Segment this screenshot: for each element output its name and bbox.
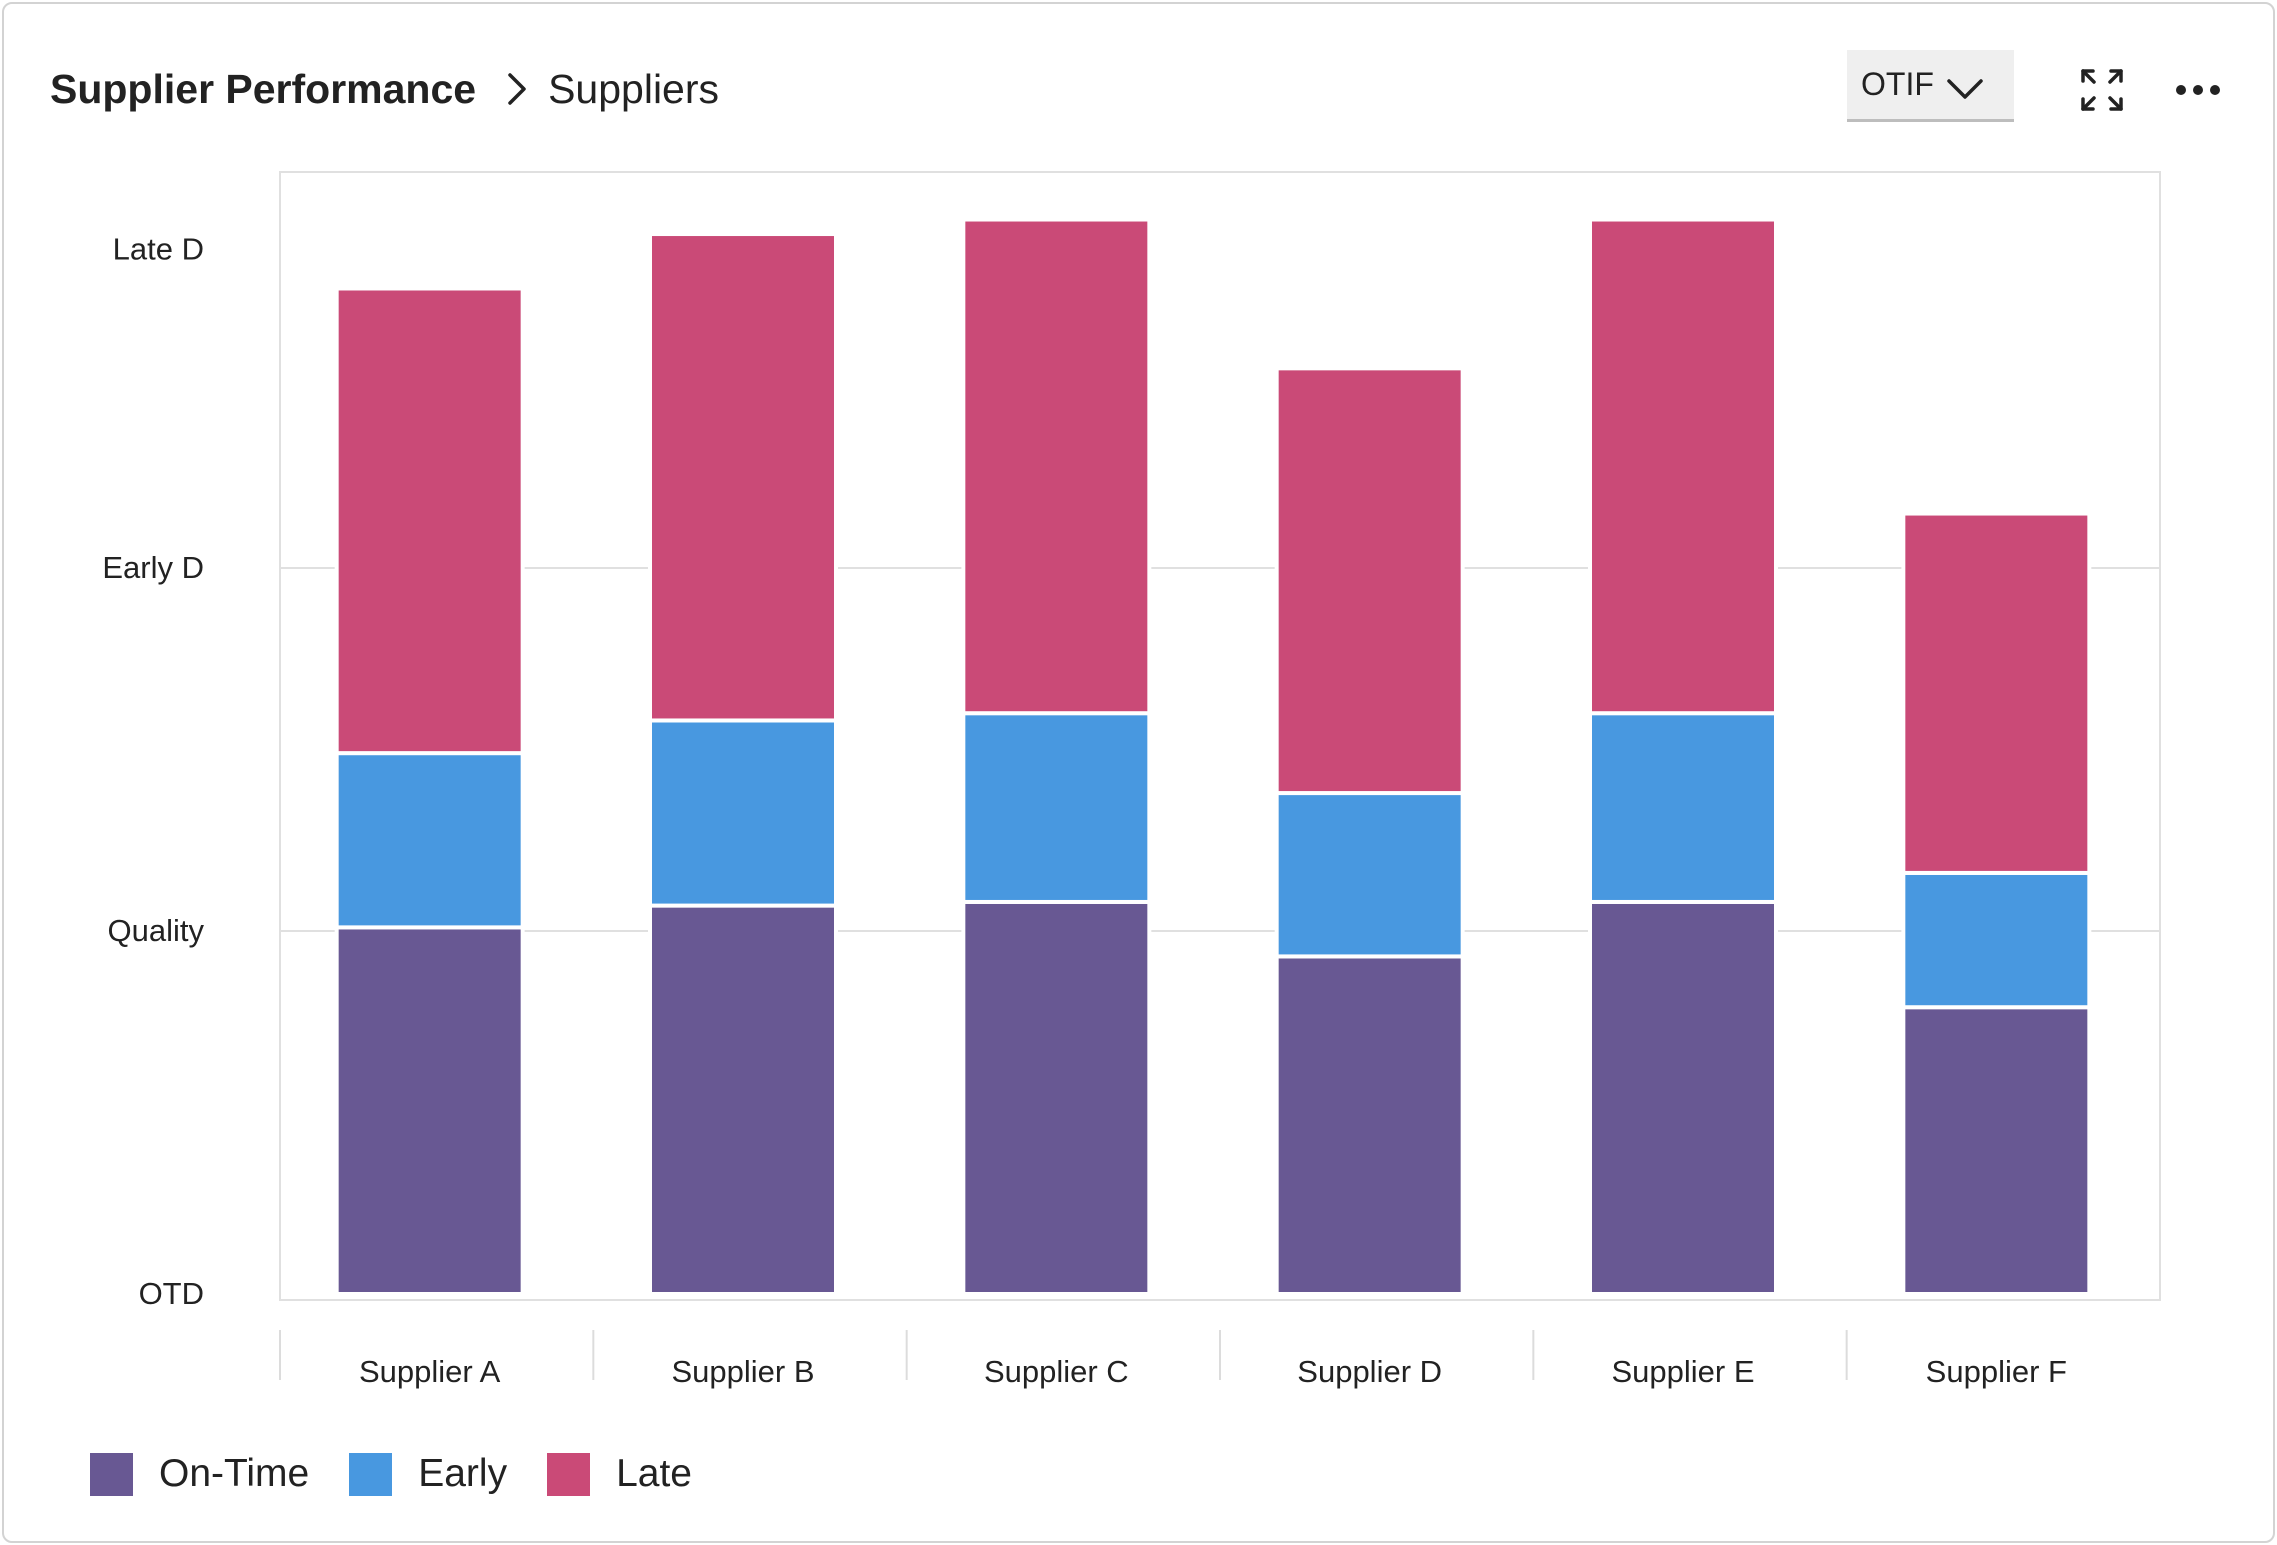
more-horizontal-icon[interactable] [2170, 62, 2226, 118]
bar-segment-on-time [334, 925, 525, 1296]
bar-segment-late [1588, 217, 1778, 716]
bar-segment-early [1274, 791, 1465, 959]
breadcrumb-current: Suppliers [548, 65, 720, 112]
x-tick-label: Supplier D [1297, 1354, 1442, 1389]
x-tick-label: Supplier A [359, 1354, 501, 1389]
legend: On-Time Early Late [90, 1446, 732, 1502]
y-tick-label: Late D [113, 231, 204, 266]
legend-swatch-late [547, 1452, 591, 1496]
bar-segment-early [1588, 711, 1778, 904]
y-tick-label: OTD [139, 1276, 204, 1311]
legend-label-early: Early [418, 1452, 508, 1495]
bar-segment-early [1901, 870, 2092, 1010]
bar-segment-late [1901, 511, 2092, 875]
chevron-right-icon [506, 69, 528, 109]
bar-segment-late [334, 286, 525, 756]
bar-segment-on-time [1588, 899, 1778, 1297]
bar-segment-on-time [648, 903, 838, 1297]
chevron-down-icon [1946, 72, 1984, 109]
bar-segment-late [648, 232, 838, 723]
y-tick-label: Quality [108, 913, 205, 948]
breadcrumb-root[interactable]: Supplier Performance [50, 65, 477, 112]
bar-segment-on-time [1274, 954, 1465, 1296]
x-tick-label: Supplier F [1926, 1354, 2067, 1389]
stacked-bar-chart: OTD Quality Early D Late D Supplier A Supplie… [102, 171, 2161, 1389]
legend-item-early[interactable]: Early [349, 1452, 507, 1496]
metric-select-value: OTIF [1861, 66, 1934, 102]
legend-swatch-on-time [90, 1452, 133, 1496]
legend-label-on-time: On-Time [159, 1452, 310, 1495]
bar-segment-early [961, 711, 1152, 904]
y-tick-label: Early D [102, 550, 204, 585]
legend-swatch-early [349, 1452, 393, 1496]
metric-select[interactable]: OTIF [1847, 50, 2014, 122]
bar-segment-early [648, 718, 838, 908]
plot-frame [279, 171, 2161, 1301]
x-tick-label: Supplier B [671, 1354, 814, 1389]
expand-icon[interactable] [2074, 62, 2130, 118]
breadcrumb: Supplier Performance Suppliers [50, 59, 719, 119]
bar-segment-late [961, 217, 1152, 716]
x-tick-label: Supplier E [1611, 1354, 1754, 1389]
bar-segment-late [1274, 366, 1465, 796]
bar-segment-on-time [1901, 1005, 2092, 1296]
bar-segment-on-time [961, 899, 1152, 1297]
legend-label-late: Late [616, 1452, 692, 1495]
bar-segment-early [334, 751, 525, 930]
legend-item-late[interactable]: Late [547, 1452, 692, 1496]
legend-item-on-time[interactable]: On-Time [90, 1452, 309, 1496]
x-tick-label: Supplier C [984, 1354, 1129, 1389]
